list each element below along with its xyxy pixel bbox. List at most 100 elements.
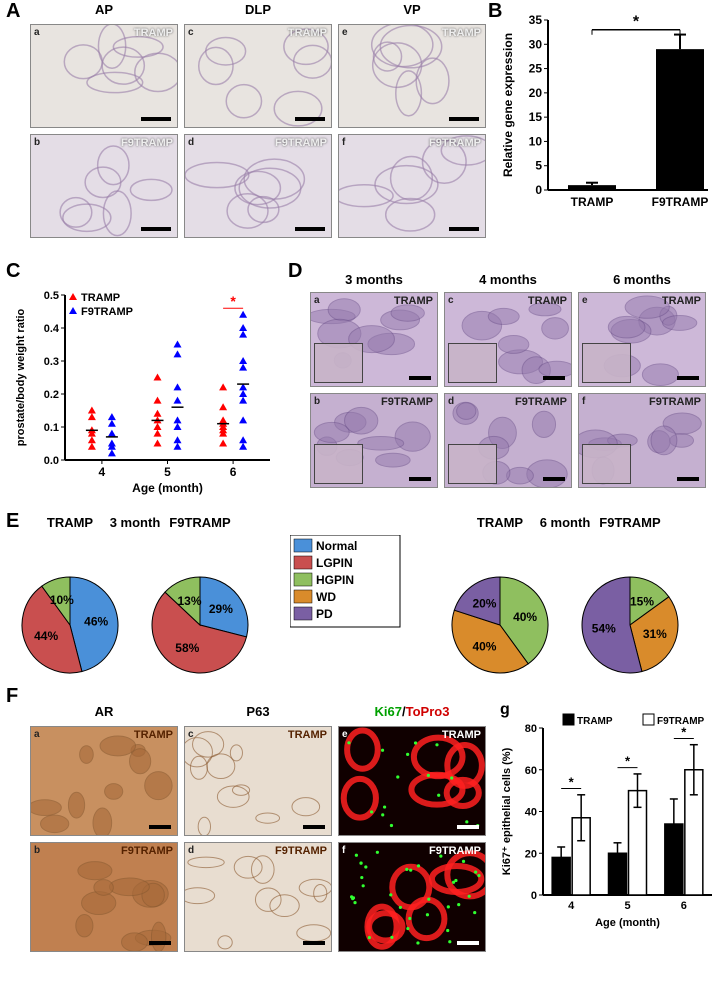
scale-bar: [149, 941, 171, 945]
panel-e-pies: TRAMPF9TRAMPTRAMPF9TRAMP3 month6 monthNo…: [10, 515, 720, 675]
panel-f-col: P63: [184, 704, 332, 719]
panel-b-chart: 05101520253035Relative gene expressionTR…: [498, 10, 718, 220]
micrograph-inset: [582, 343, 631, 383]
micrograph-group-label: TRAMP: [288, 729, 327, 741]
scale-bar: [449, 227, 479, 231]
svg-text:54%: 54%: [592, 621, 616, 635]
svg-text:29%: 29%: [209, 602, 233, 616]
panel-a-micrograph: TRAMPa: [30, 24, 178, 128]
svg-text:TRAMP: TRAMP: [571, 195, 614, 209]
micrograph-subletter: b: [34, 845, 40, 856]
svg-text:5: 5: [624, 900, 630, 912]
svg-text:0: 0: [535, 183, 542, 197]
micrograph-subletter: f: [582, 396, 585, 407]
svg-text:15%: 15%: [630, 594, 654, 608]
svg-text:0: 0: [531, 890, 537, 902]
micrograph-subletter: e: [342, 27, 348, 38]
micrograph-group-label: F9TRAMP: [275, 137, 327, 149]
panel-a-micrograph: F9TRAMPf: [338, 134, 486, 238]
micrograph-subletter: e: [582, 295, 588, 306]
panel-d-micrograph: F9TRAMPf: [578, 393, 706, 488]
panel-f-micrograph: TRAMPe: [338, 726, 486, 836]
scale-bar: [303, 825, 325, 829]
svg-text:40%: 40%: [472, 639, 496, 653]
svg-text:0.3: 0.3: [44, 356, 59, 368]
svg-text:Age (month): Age (month): [595, 917, 660, 929]
svg-text:0.2: 0.2: [44, 389, 59, 401]
micrograph-subletter: b: [34, 137, 40, 148]
scale-bar: [677, 477, 699, 481]
pie-chart: 40%40%20%: [440, 565, 560, 685]
svg-text:35: 35: [529, 13, 543, 27]
svg-text:0.0: 0.0: [44, 455, 59, 467]
svg-text:F9TRAMP: F9TRAMP: [657, 716, 705, 727]
scale-bar: [409, 376, 431, 380]
scale-bar: [449, 117, 479, 121]
micrograph-subletter: d: [188, 137, 194, 148]
panel-a-col: AP: [30, 2, 178, 17]
svg-text:prostate/body weight ratio: prostate/body weight ratio: [15, 308, 27, 446]
pie-subtitle: 3 month: [95, 515, 175, 530]
panel-d-micrograph: TRAMP c: [444, 292, 572, 387]
panel-d-col: 3 months: [310, 272, 438, 287]
scale-bar: [303, 941, 325, 945]
panel-f-col: Ki67/ToPro3: [338, 704, 486, 719]
panel-f-micrograph: F9TRAMP f: [338, 842, 486, 952]
pie-chart: 29% 58% 13%: [140, 565, 260, 685]
micrograph-group-label: F9TRAMP: [429, 845, 481, 857]
scale-bar: [457, 825, 479, 829]
panel-f-micrograph: F9TRAMPb: [30, 842, 178, 952]
svg-text:*: *: [633, 14, 640, 31]
svg-text:46%: 46%: [84, 615, 108, 629]
panel-f-label: F: [6, 685, 18, 708]
micrograph-subletter: c: [188, 27, 194, 38]
micrograph-subletter: f: [342, 137, 345, 148]
panel-a-col: DLP: [184, 2, 332, 17]
micrograph-group-label: TRAMP: [288, 27, 327, 39]
svg-text:F9TRAMP: F9TRAMP: [81, 306, 133, 318]
pie-chart: 15% 31% 54%: [570, 565, 690, 685]
svg-text:PD: PD: [316, 607, 333, 621]
panel-f-g-chart: g020406080Ki67⁺ epithelial cells (%)4*5*…: [498, 700, 718, 930]
panel-a-col: VP: [338, 2, 486, 17]
panel-c-chart: 0.00.10.20.30.40.5456Age (month)prostate…: [10, 275, 280, 495]
scale-bar: [543, 376, 565, 380]
svg-text:HGPIN: HGPIN: [316, 573, 354, 587]
micrograph-group-label: F9TRAMP: [275, 845, 327, 857]
micrograph-group-label: F9TRAMP: [381, 396, 433, 408]
micrograph-subletter: d: [188, 845, 194, 856]
svg-text:25: 25: [529, 62, 543, 76]
svg-text:0.5: 0.5: [44, 290, 59, 302]
svg-text:4: 4: [99, 465, 106, 479]
panel-d-col: 6 months: [578, 272, 706, 287]
micrograph-group-label: TRAMP: [394, 295, 433, 307]
micrograph-subletter: d: [448, 396, 454, 407]
panel-d-col: 4 months: [444, 272, 572, 287]
svg-text:15: 15: [529, 110, 543, 124]
svg-text:TRAMP: TRAMP: [81, 292, 120, 304]
svg-text:20: 20: [529, 86, 543, 100]
panel-f-micrograph: TRAMPa: [30, 726, 178, 836]
svg-text:30: 30: [529, 37, 543, 51]
micrograph-subletter: c: [448, 295, 454, 306]
svg-text:20%: 20%: [472, 597, 496, 611]
micrograph-inset: [314, 444, 363, 484]
micrograph-subletter: f: [342, 845, 345, 856]
svg-text:60: 60: [525, 765, 537, 777]
svg-text:6: 6: [681, 900, 687, 912]
scale-bar: [409, 477, 431, 481]
svg-text:40: 40: [525, 807, 537, 819]
svg-text:13%: 13%: [177, 594, 201, 608]
svg-text:TRAMP: TRAMP: [577, 716, 613, 727]
panel-d-micrograph: F9TRAMPb: [310, 393, 438, 488]
micrograph-group-label: TRAMP: [528, 295, 567, 307]
scale-bar: [141, 227, 171, 231]
svg-text:31%: 31%: [643, 627, 667, 641]
panel-f-micrograph: F9TRAMP d: [184, 842, 332, 952]
micrograph-inset: [448, 343, 497, 383]
svg-text:44%: 44%: [34, 629, 58, 643]
micrograph-subletter: e: [342, 729, 348, 740]
micrograph-inset: [314, 343, 363, 383]
micrograph-inset: [448, 444, 497, 484]
svg-text:58%: 58%: [175, 641, 199, 655]
